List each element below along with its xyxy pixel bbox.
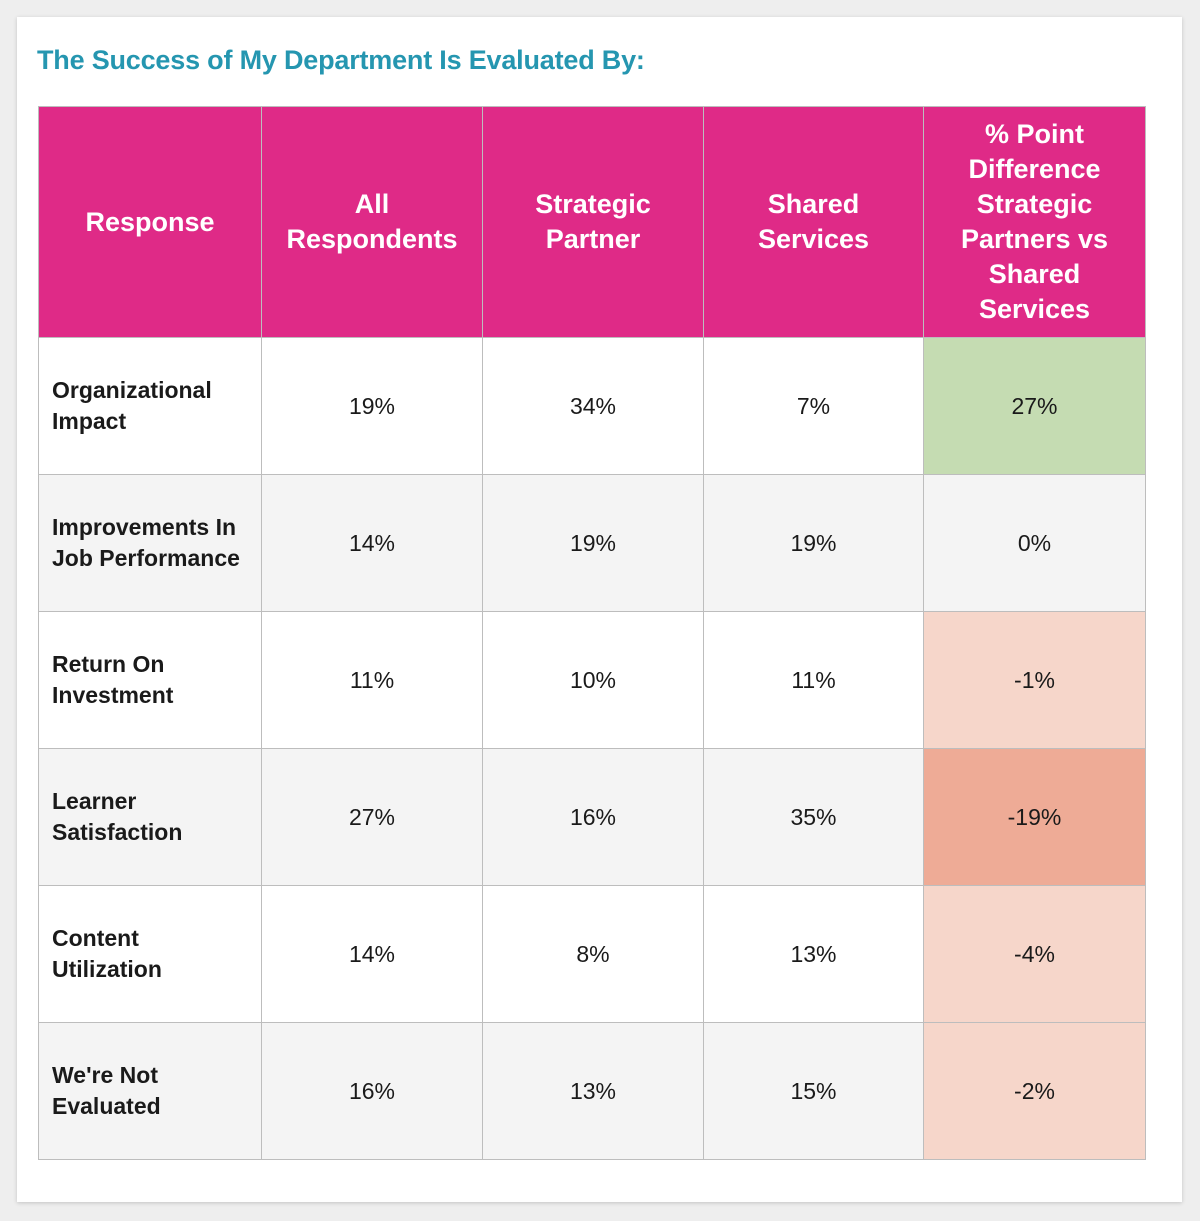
column-header-all-respondents: All Respondents bbox=[261, 106, 483, 338]
response-label: Content Utilization bbox=[38, 885, 262, 1023]
point-difference-value: -1% bbox=[923, 611, 1146, 749]
all-respondents-value: 14% bbox=[261, 474, 483, 612]
shared-services-value: 35% bbox=[703, 748, 924, 886]
point-difference-value: 27% bbox=[923, 337, 1146, 475]
strategic-partner-value: 10% bbox=[482, 611, 704, 749]
shared-services-value: 19% bbox=[703, 474, 924, 612]
table-row: We're Not Evaluated 16% 13% 15% -2% bbox=[38, 1022, 1146, 1160]
column-header-shared-services: Shared Services bbox=[703, 106, 924, 338]
strategic-partner-value: 13% bbox=[482, 1022, 704, 1160]
response-label: Improvements In Job Performance bbox=[38, 474, 262, 612]
shared-services-value: 13% bbox=[703, 885, 924, 1023]
chart-title: The Success of My Department Is Evaluate… bbox=[37, 45, 645, 75]
response-label: Learner Satisfaction bbox=[38, 748, 262, 886]
strategic-partner-value: 8% bbox=[482, 885, 704, 1023]
point-difference-value: -4% bbox=[923, 885, 1146, 1023]
results-table: Response All Respondents Strategic Partn… bbox=[38, 106, 1146, 1160]
all-respondents-value: 27% bbox=[261, 748, 483, 886]
shared-services-value: 11% bbox=[703, 611, 924, 749]
table-row: Organizational Impact 19% 34% 7% 27% bbox=[38, 337, 1146, 475]
column-header-response: Response bbox=[38, 106, 262, 338]
header-row: Response All Respondents Strategic Partn… bbox=[38, 106, 1146, 338]
strategic-partner-value: 16% bbox=[482, 748, 704, 886]
all-respondents-value: 14% bbox=[261, 885, 483, 1023]
point-difference-value: 0% bbox=[923, 474, 1146, 612]
table-row: Improvements In Job Performance 14% 19% … bbox=[38, 474, 1146, 612]
all-respondents-value: 11% bbox=[261, 611, 483, 749]
column-header-strategic-partner: Strategic Partner bbox=[482, 106, 704, 338]
strategic-partner-value: 19% bbox=[482, 474, 704, 612]
response-label: Organizational Impact bbox=[38, 337, 262, 475]
point-difference-value: -2% bbox=[923, 1022, 1146, 1160]
column-header-point-difference: % Point Difference Strategic Partners vs… bbox=[923, 106, 1146, 338]
response-label: We're Not Evaluated bbox=[38, 1022, 262, 1160]
point-difference-value: -19% bbox=[923, 748, 1146, 886]
strategic-partner-value: 34% bbox=[482, 337, 704, 475]
table-row: Content Utilization 14% 8% 13% -4% bbox=[38, 885, 1146, 1023]
shared-services-value: 7% bbox=[703, 337, 924, 475]
all-respondents-value: 19% bbox=[261, 337, 483, 475]
response-label: Return On Investment bbox=[38, 611, 262, 749]
all-respondents-value: 16% bbox=[261, 1022, 483, 1160]
shared-services-value: 15% bbox=[703, 1022, 924, 1160]
table-card: The Success of My Department Is Evaluate… bbox=[17, 17, 1182, 1202]
table-row: Return On Investment 11% 10% 11% -1% bbox=[38, 611, 1146, 749]
table-row: Learner Satisfaction 27% 16% 35% -19% bbox=[38, 748, 1146, 886]
